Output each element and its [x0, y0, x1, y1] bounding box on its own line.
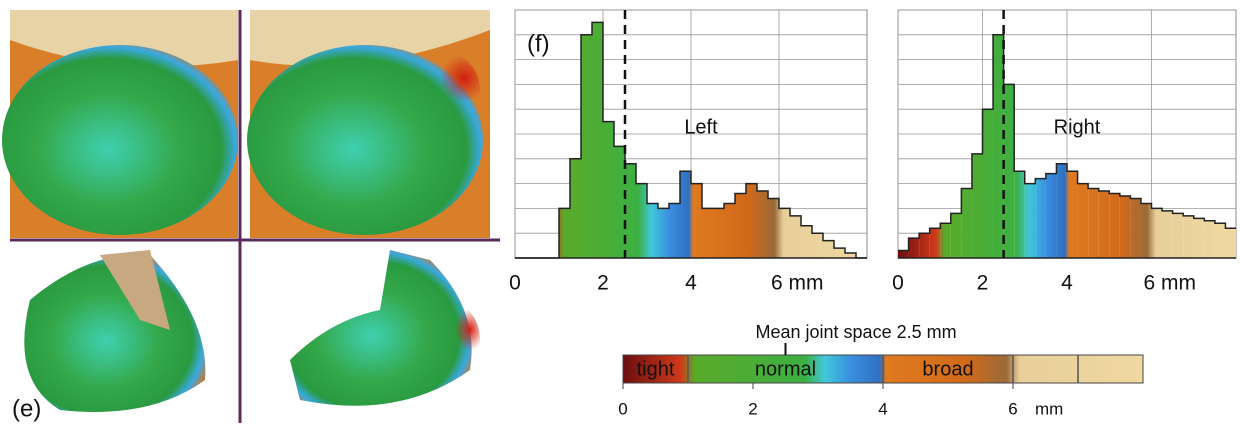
- bar: [713, 208, 724, 258]
- bar: [898, 250, 909, 258]
- bar: [1109, 193, 1120, 258]
- x-tick-label: 2: [977, 272, 989, 295]
- render-hotspot: [400, 50, 480, 130]
- annotation: Left: [684, 116, 718, 138]
- render-band: [100, 250, 170, 330]
- bar: [1225, 228, 1236, 258]
- bar: [1035, 178, 1046, 258]
- x-tick-label: 4: [1061, 272, 1073, 295]
- bar: [1003, 84, 1015, 259]
- bar: [625, 163, 636, 258]
- outline: [515, 21, 867, 259]
- render-surface: [2, 45, 238, 235]
- bar: [919, 233, 930, 258]
- bar: [680, 171, 691, 258]
- bar: [559, 208, 570, 258]
- bar: [1204, 220, 1215, 258]
- bar: [1183, 215, 1194, 258]
- bar: [929, 228, 941, 258]
- colorbar-title: Mean joint space 2.5 mm: [756, 322, 957, 342]
- bar: [812, 233, 823, 258]
- unit-label: mm: [1035, 399, 1063, 418]
- zone-label: tight: [637, 358, 675, 380]
- bar: [1024, 183, 1036, 258]
- bar: [658, 208, 669, 258]
- panel-label: (e): [12, 395, 41, 422]
- x-tick-label: 0: [509, 272, 521, 295]
- bar: [1014, 171, 1025, 258]
- bar: [1140, 203, 1152, 258]
- bar: [993, 34, 1004, 258]
- bar: [603, 121, 614, 258]
- bar: [908, 238, 920, 258]
- bar: [1151, 208, 1163, 258]
- bar: [746, 183, 757, 258]
- bar: [961, 188, 972, 258]
- bar: [669, 203, 680, 258]
- bar: [834, 248, 845, 258]
- bar: [801, 225, 812, 258]
- x-tick-label: 4: [685, 272, 697, 295]
- bar: [636, 183, 647, 258]
- bar: [1088, 188, 1099, 258]
- bar: [1119, 196, 1131, 258]
- bar: [735, 193, 746, 258]
- render-hotspot: [430, 305, 480, 375]
- bar: [1193, 218, 1205, 258]
- bar: [1162, 210, 1173, 258]
- x-tick-label: 6 mm: [1144, 272, 1197, 295]
- zone-label: normal: [755, 358, 816, 380]
- bar: [614, 146, 625, 258]
- bar: [940, 223, 951, 258]
- bar: [1045, 173, 1057, 258]
- x-tick-label: 2: [597, 272, 609, 295]
- bar: [779, 208, 790, 258]
- x-tick-label: 2: [748, 399, 757, 418]
- bar: [950, 213, 962, 258]
- bar: [823, 240, 834, 258]
- bar: [982, 109, 994, 258]
- bar: [768, 198, 779, 258]
- x-tick-label: 6 mm: [771, 272, 824, 295]
- bar: [647, 203, 658, 258]
- bar: [845, 253, 856, 258]
- x-tick-label: 4: [878, 399, 887, 418]
- x-tick-label: 0: [618, 399, 627, 418]
- bar: [1130, 198, 1141, 258]
- render-surface: [290, 250, 472, 406]
- bar: [570, 158, 581, 258]
- bar: [691, 183, 702, 258]
- bar: [1172, 213, 1184, 258]
- x-tick-label: 0: [892, 272, 904, 295]
- panel-e: (e): [2, 10, 500, 423]
- bar: [1067, 171, 1078, 258]
- bar: [790, 215, 801, 258]
- bar: [724, 203, 735, 258]
- bar: [1077, 183, 1089, 258]
- bar: [581, 34, 592, 258]
- x-tick-label: 6: [1008, 399, 1017, 418]
- bar: [702, 208, 713, 258]
- bar: [1056, 163, 1067, 258]
- bar: [592, 22, 603, 259]
- outline: [898, 34, 1236, 252]
- bar: [757, 191, 768, 258]
- zone-label: broad: [922, 358, 973, 380]
- bar: [971, 153, 983, 258]
- bar: [1098, 191, 1110, 258]
- panel-label: (f): [527, 30, 550, 57]
- annotation: Right: [1054, 116, 1101, 138]
- bar: [1214, 223, 1226, 258]
